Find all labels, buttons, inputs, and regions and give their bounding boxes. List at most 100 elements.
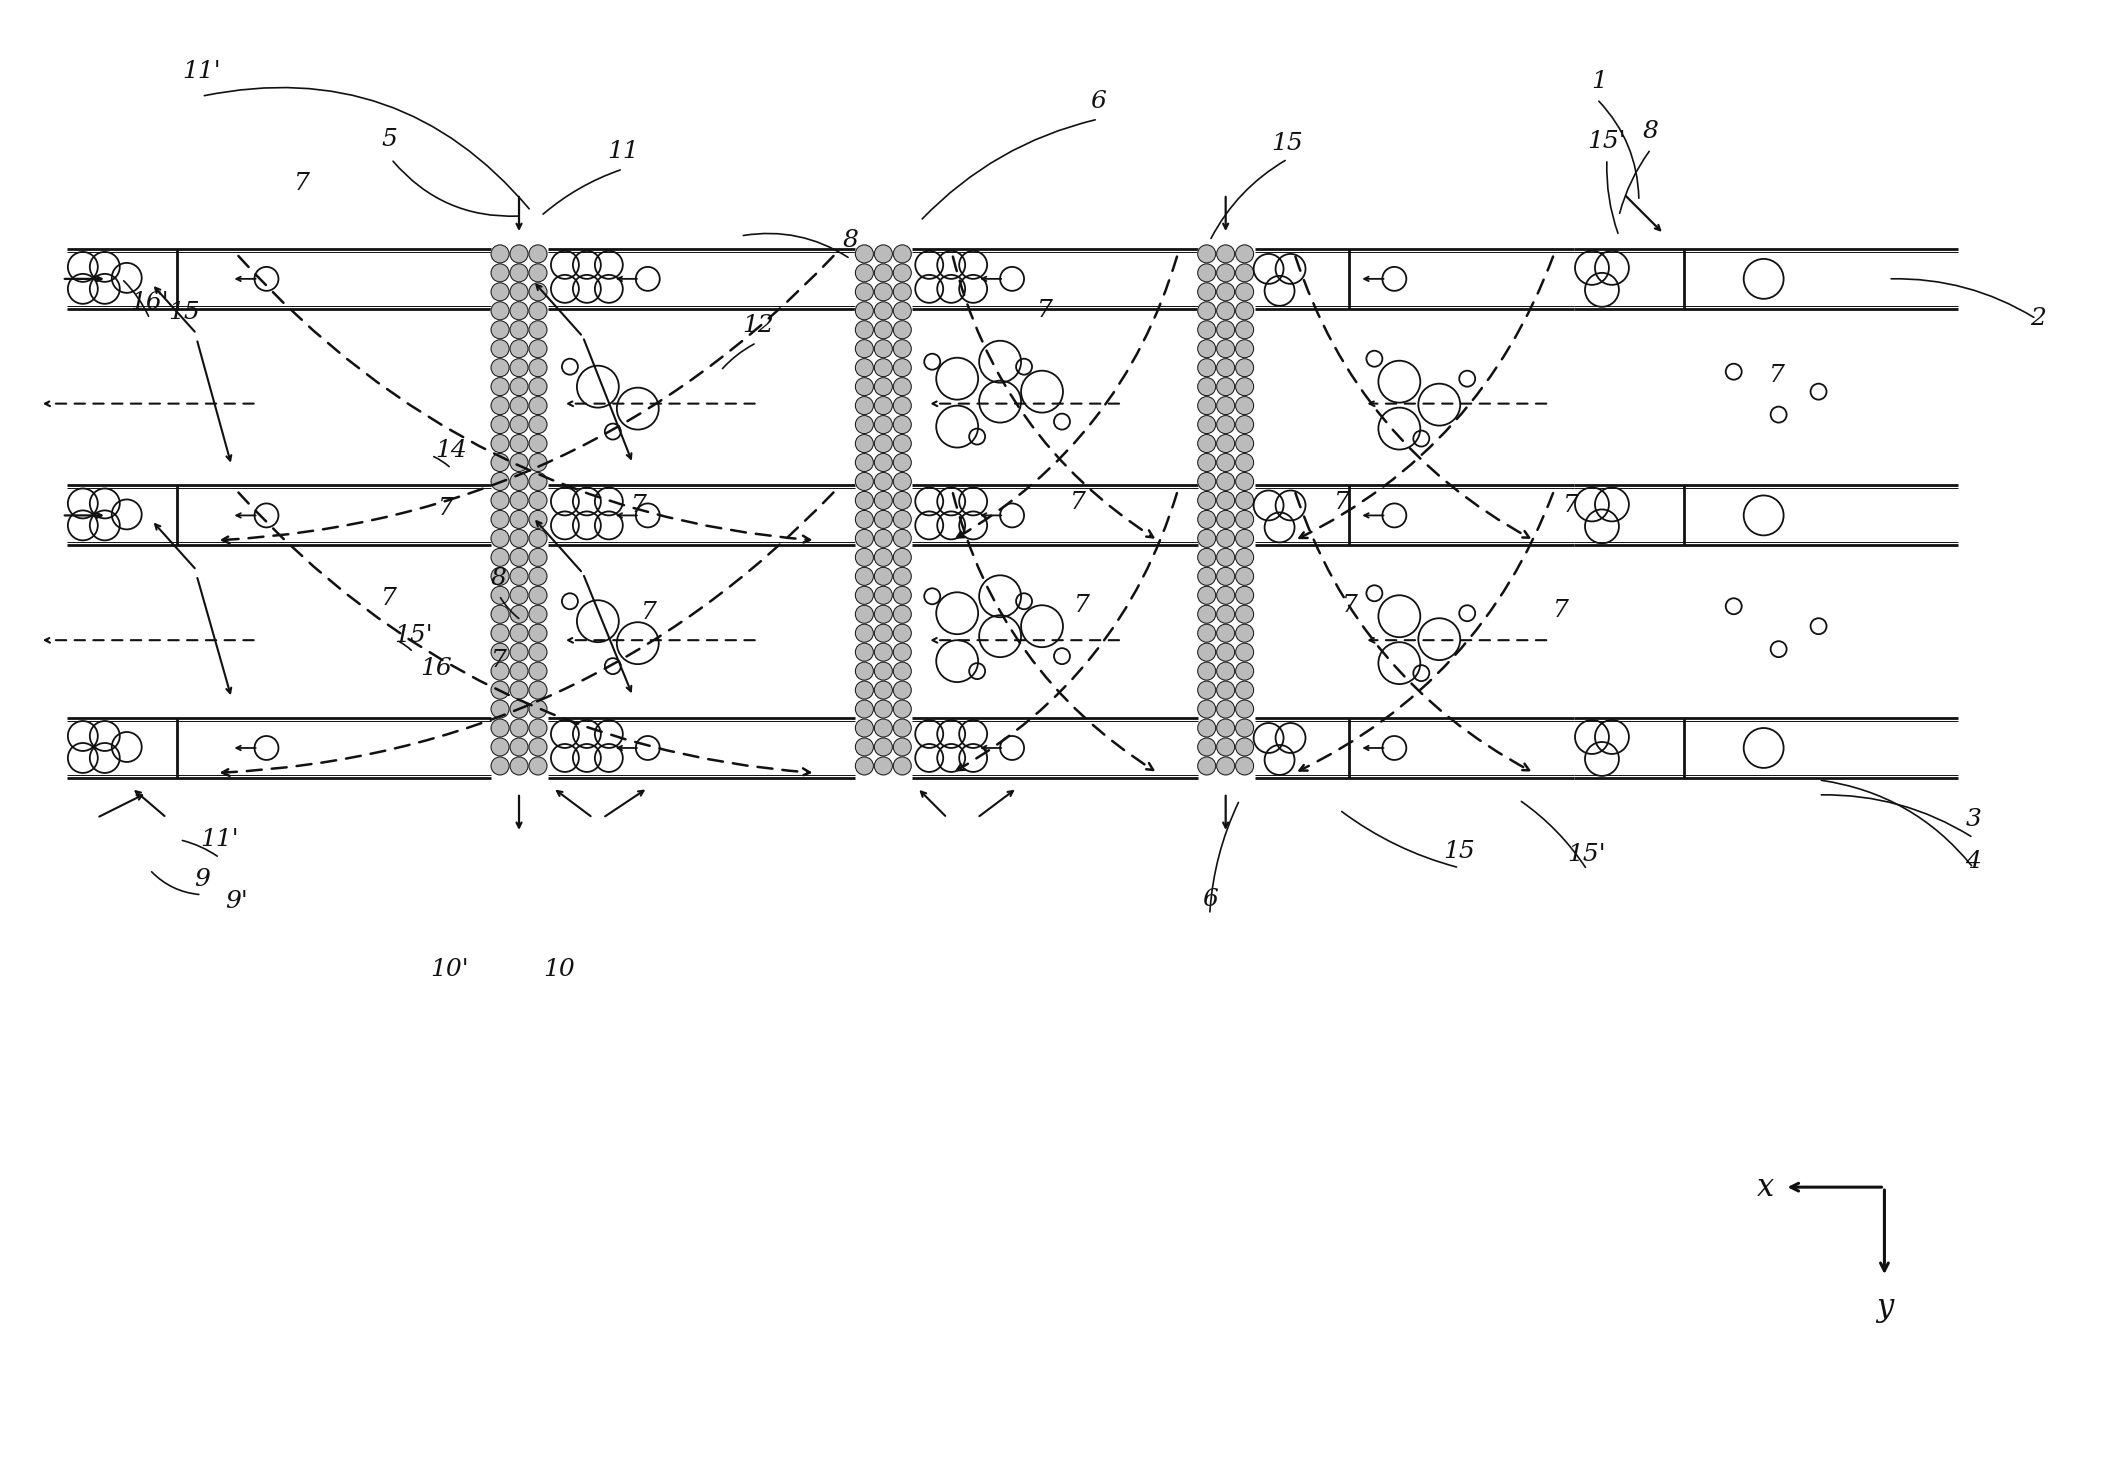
- Circle shape: [874, 453, 893, 472]
- Circle shape: [855, 340, 874, 357]
- Circle shape: [1198, 624, 1215, 643]
- Circle shape: [1236, 549, 1253, 566]
- Circle shape: [529, 549, 548, 566]
- Circle shape: [1236, 624, 1253, 643]
- Circle shape: [1236, 397, 1253, 415]
- Circle shape: [1217, 453, 1234, 472]
- Text: 7: 7: [632, 494, 647, 516]
- Text: 16': 16': [131, 291, 168, 315]
- Circle shape: [1236, 700, 1253, 718]
- Circle shape: [893, 700, 912, 718]
- Text: 15': 15': [394, 624, 432, 647]
- Circle shape: [855, 681, 874, 699]
- Circle shape: [1198, 397, 1215, 415]
- Circle shape: [893, 738, 912, 756]
- Circle shape: [1198, 453, 1215, 472]
- Circle shape: [529, 624, 548, 643]
- Circle shape: [491, 643, 510, 660]
- Circle shape: [510, 605, 529, 624]
- Text: 7: 7: [1036, 299, 1053, 322]
- Circle shape: [855, 530, 874, 547]
- Circle shape: [510, 263, 529, 282]
- Circle shape: [1217, 662, 1234, 680]
- Circle shape: [893, 549, 912, 566]
- Circle shape: [874, 549, 893, 566]
- Circle shape: [491, 453, 510, 472]
- Text: 7: 7: [1769, 365, 1784, 387]
- Circle shape: [1236, 643, 1253, 660]
- Circle shape: [1236, 282, 1253, 302]
- Circle shape: [1217, 434, 1234, 453]
- Circle shape: [1198, 340, 1215, 357]
- Circle shape: [1236, 453, 1253, 472]
- Circle shape: [1198, 491, 1215, 509]
- Circle shape: [510, 549, 529, 566]
- Circle shape: [1198, 643, 1215, 660]
- Circle shape: [1236, 340, 1253, 357]
- Circle shape: [529, 605, 548, 624]
- Circle shape: [510, 282, 529, 302]
- Circle shape: [1217, 624, 1234, 643]
- Circle shape: [893, 530, 912, 547]
- Circle shape: [874, 434, 893, 453]
- Circle shape: [855, 605, 874, 624]
- Circle shape: [1198, 434, 1215, 453]
- Circle shape: [491, 263, 510, 282]
- Circle shape: [1198, 700, 1215, 718]
- Circle shape: [510, 472, 529, 490]
- Circle shape: [1217, 321, 1234, 338]
- Circle shape: [529, 681, 548, 699]
- Circle shape: [529, 302, 548, 319]
- Text: 7: 7: [1552, 599, 1569, 622]
- Circle shape: [510, 587, 529, 605]
- Circle shape: [1236, 738, 1253, 756]
- Text: 8: 8: [842, 229, 859, 253]
- Circle shape: [510, 416, 529, 434]
- Circle shape: [510, 453, 529, 472]
- Circle shape: [491, 662, 510, 680]
- Circle shape: [874, 605, 893, 624]
- Circle shape: [529, 758, 548, 775]
- Circle shape: [874, 738, 893, 756]
- Text: 10: 10: [543, 958, 575, 981]
- Circle shape: [491, 719, 510, 737]
- Circle shape: [874, 700, 893, 718]
- Circle shape: [1217, 246, 1234, 263]
- Circle shape: [510, 321, 529, 338]
- Circle shape: [1217, 378, 1234, 396]
- Circle shape: [529, 587, 548, 605]
- Circle shape: [893, 302, 912, 319]
- Circle shape: [855, 263, 874, 282]
- Circle shape: [893, 416, 912, 434]
- Circle shape: [1198, 530, 1215, 547]
- Circle shape: [855, 662, 874, 680]
- Circle shape: [491, 434, 510, 453]
- Circle shape: [1217, 282, 1234, 302]
- Circle shape: [893, 453, 912, 472]
- Circle shape: [1236, 530, 1253, 547]
- Circle shape: [529, 700, 548, 718]
- Circle shape: [1198, 549, 1215, 566]
- Circle shape: [529, 246, 548, 263]
- Circle shape: [874, 624, 893, 643]
- Text: 15': 15': [1567, 843, 1607, 866]
- Circle shape: [491, 681, 510, 699]
- Circle shape: [1236, 359, 1253, 377]
- Circle shape: [510, 643, 529, 660]
- Circle shape: [529, 397, 548, 415]
- Circle shape: [1217, 263, 1234, 282]
- Circle shape: [1236, 719, 1253, 737]
- Text: 6: 6: [1091, 90, 1106, 113]
- Text: 4: 4: [1965, 850, 1982, 874]
- Circle shape: [874, 282, 893, 302]
- Circle shape: [491, 491, 510, 509]
- Circle shape: [855, 510, 874, 528]
- Circle shape: [874, 510, 893, 528]
- Text: 11': 11': [200, 828, 238, 852]
- Circle shape: [491, 549, 510, 566]
- Circle shape: [855, 719, 874, 737]
- Circle shape: [1198, 662, 1215, 680]
- Circle shape: [874, 263, 893, 282]
- Circle shape: [855, 434, 874, 453]
- Text: 15: 15: [1443, 840, 1474, 863]
